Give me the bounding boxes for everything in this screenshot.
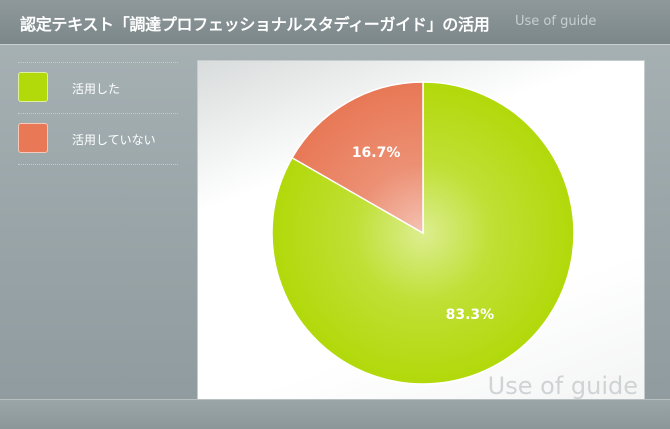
pie-chart: 83.3% 16.7%: [271, 81, 575, 385]
legend: 活用した 活用していない: [18, 62, 178, 165]
legend-item-used: 活用した: [18, 62, 178, 113]
legend-swatch-used: [18, 72, 48, 102]
pie-slice-labels: 83.3% 16.7%: [352, 145, 494, 323]
pie-highlight: [272, 82, 574, 384]
legend-label-used: 活用した: [72, 82, 121, 96]
watermark: Use of guide: [487, 372, 638, 400]
header-bar: 認定テキスト「調達プロフェッショナルスタディーガイド」の活用 Use of gu…: [0, 0, 670, 45]
footer-bar: [0, 399, 670, 429]
pie-label-not-used: 16.7%: [352, 145, 401, 161]
chart-panel: 83.3% 16.7% Use of guide: [197, 60, 645, 403]
legend-label-not-used: 活用していない: [72, 133, 156, 147]
legend-swatch-not-used: [18, 123, 48, 153]
pie-label-used: 83.3%: [446, 307, 495, 323]
page-subtitle: Use of guide: [515, 14, 597, 29]
legend-item-not-used: 活用していない: [18, 113, 178, 165]
page-title: 認定テキスト「調達プロフェッショナルスタディーガイド」の活用: [20, 15, 490, 34]
